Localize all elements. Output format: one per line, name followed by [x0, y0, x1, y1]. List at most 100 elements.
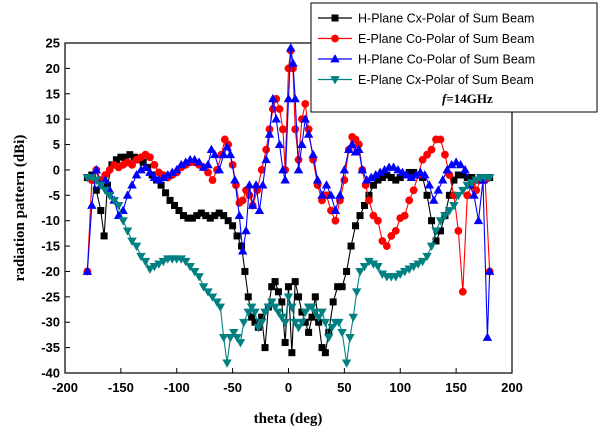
x-tick-label: 0 — [285, 380, 292, 395]
data-point — [243, 308, 253, 317]
data-point — [308, 313, 316, 321]
y-tick-label: -30 — [41, 315, 60, 330]
data-point — [442, 165, 452, 174]
data-point — [238, 196, 247, 205]
data-point — [313, 313, 324, 323]
data-point — [258, 180, 268, 189]
data-point — [206, 144, 217, 154]
data-point — [288, 58, 298, 67]
data-point — [393, 165, 403, 174]
data-point — [146, 153, 154, 162]
data-point — [369, 211, 378, 220]
data-point — [359, 262, 370, 272]
data-point — [287, 303, 297, 312]
y-tick-label: 15 — [46, 86, 60, 101]
data-point — [469, 190, 479, 199]
data-point — [225, 334, 236, 343]
data-point — [382, 242, 391, 250]
y-axis-title: radiation pattern (dBi) — [12, 135, 28, 282]
data-point — [113, 210, 124, 220]
data-point — [128, 160, 136, 169]
data-point — [409, 186, 418, 195]
data-point — [290, 93, 300, 103]
data-point — [210, 149, 220, 159]
x-tick-label: -100 — [164, 380, 190, 395]
x-axis-ticks: -200 -150 -100 -50 0 50 100 150 200 — [52, 368, 523, 395]
y-tick-label: -25 — [41, 289, 60, 304]
data-point — [145, 265, 155, 274]
legend-label: E-Plane Cx-Polar of Sum Beam — [358, 73, 534, 87]
data-point — [194, 157, 204, 166]
x-tick-label: 100 — [389, 380, 411, 395]
x-tick-label: -50 — [223, 380, 242, 395]
data-point — [215, 303, 226, 312]
data-point — [288, 349, 296, 357]
data-point — [260, 308, 270, 317]
data-point — [131, 242, 142, 251]
data-point — [280, 318, 290, 328]
data-point — [218, 334, 229, 343]
data-point — [175, 207, 183, 215]
data-point — [271, 278, 279, 286]
data-point — [441, 150, 449, 159]
data-point — [140, 257, 151, 267]
legend-label: H-Plane Cx-Polar of Sum Beam — [358, 12, 534, 26]
legend-marker — [330, 76, 340, 85]
x-tick-label: 200 — [501, 380, 523, 395]
data-point — [471, 176, 481, 185]
data-point — [189, 154, 200, 164]
data-point — [415, 167, 426, 176]
data-point — [460, 165, 470, 174]
data-point — [303, 129, 314, 138]
data-point — [307, 303, 317, 312]
data-point — [100, 186, 110, 196]
data-point — [330, 205, 341, 214]
data-point — [224, 217, 232, 225]
data-point — [283, 93, 294, 103]
y-tick-label: -15 — [41, 239, 60, 254]
data-point — [312, 175, 323, 184]
data-point — [484, 174, 495, 183]
y-tick-label: -35 — [41, 340, 60, 355]
data-point — [320, 318, 331, 328]
data-point — [341, 359, 352, 368]
data-point — [297, 318, 307, 328]
data-point — [233, 232, 241, 240]
data-point — [334, 318, 344, 328]
data-point — [455, 159, 466, 169]
legend-label: H-Plane Co-Polar of Sum Beam — [358, 53, 535, 67]
y-tick-label: -40 — [41, 366, 60, 381]
data-point — [118, 217, 128, 226]
data-point — [261, 344, 269, 352]
data-point — [109, 196, 119, 206]
data-point — [300, 114, 310, 123]
data-point — [317, 308, 327, 317]
data-point — [220, 212, 228, 220]
data-point — [462, 181, 473, 191]
data-point — [253, 323, 264, 333]
data-point — [397, 167, 408, 176]
data-point — [244, 180, 255, 189]
legend-marker — [330, 54, 340, 63]
data-point — [391, 226, 400, 235]
data-point — [212, 298, 222, 307]
data-point — [373, 216, 382, 225]
data-point — [355, 268, 365, 277]
data-point — [270, 303, 280, 312]
data-point — [458, 186, 468, 196]
data-point — [437, 175, 448, 184]
data-point — [154, 260, 164, 269]
data-point — [91, 165, 102, 174]
data-point — [262, 145, 271, 154]
data-point — [273, 308, 284, 317]
legend-box — [310, 2, 598, 113]
series-4 — [82, 174, 495, 368]
data-point — [274, 139, 285, 148]
x-tick-label: -150 — [108, 380, 134, 395]
data-point — [136, 252, 146, 262]
data-point — [357, 165, 367, 174]
data-point — [335, 190, 345, 199]
data-point — [387, 232, 396, 240]
x-tick-label: 50 — [337, 380, 351, 395]
data-point — [250, 308, 260, 317]
